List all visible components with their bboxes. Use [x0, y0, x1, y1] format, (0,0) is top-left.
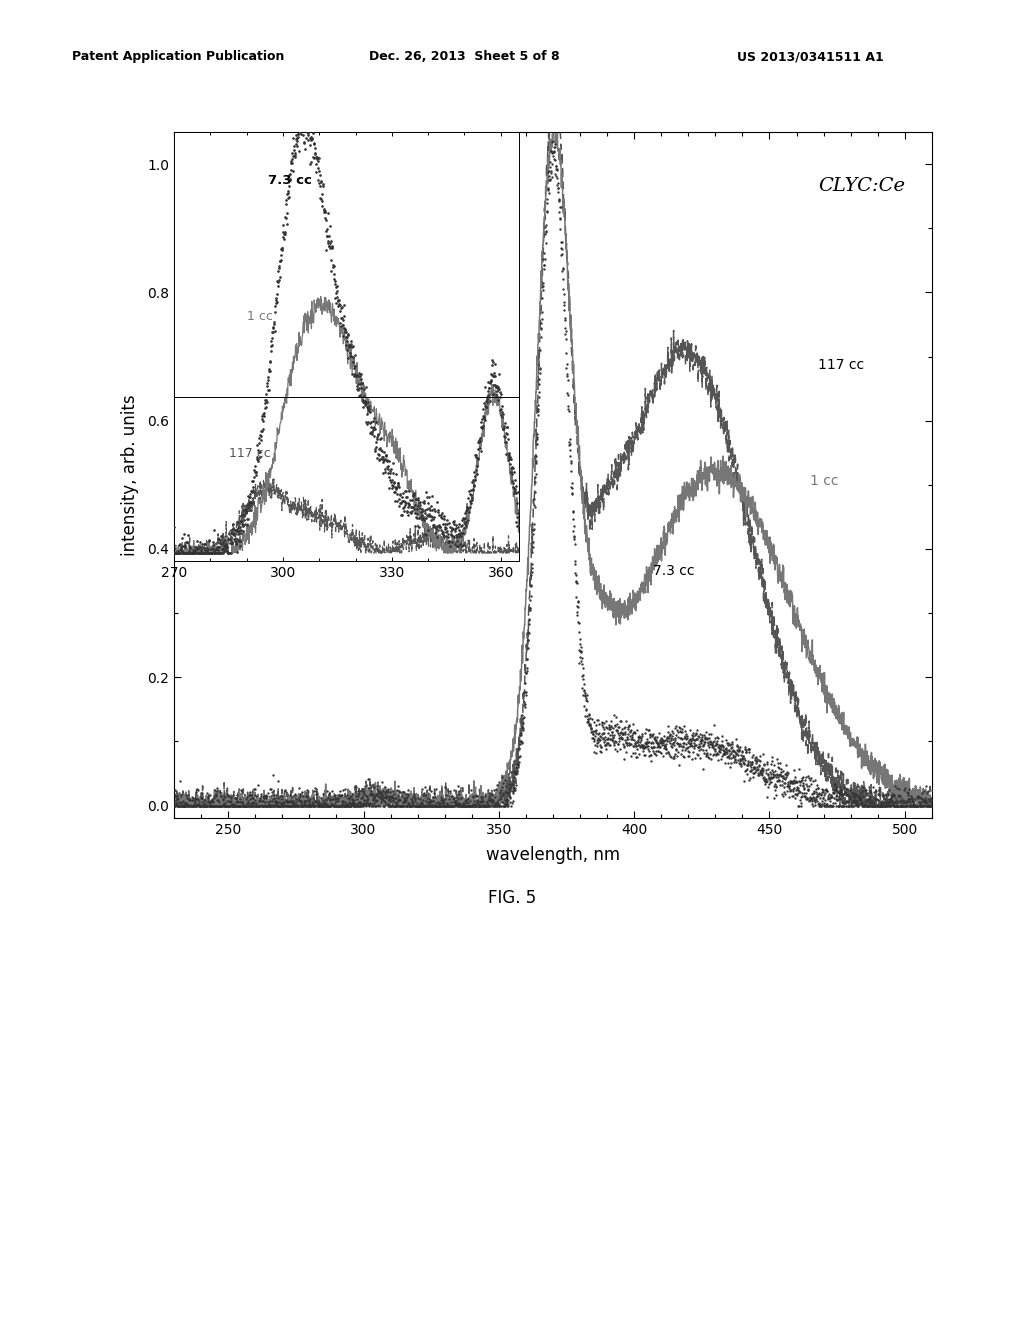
Text: FIG. 5: FIG. 5: [487, 888, 537, 907]
Text: CLYC:Ce: CLYC:Ce: [818, 177, 905, 195]
X-axis label: wavelength, nm: wavelength, nm: [486, 846, 620, 863]
Text: Patent Application Publication: Patent Application Publication: [72, 50, 284, 63]
Text: 7.3 cc: 7.3 cc: [653, 564, 694, 578]
Text: Dec. 26, 2013  Sheet 5 of 8: Dec. 26, 2013 Sheet 5 of 8: [369, 50, 559, 63]
Y-axis label: intensity, arb. units: intensity, arb. units: [121, 395, 139, 556]
Text: US 2013/0341511 A1: US 2013/0341511 A1: [737, 50, 884, 63]
Text: 1 cc: 1 cc: [810, 474, 839, 488]
Text: 117 cc: 117 cc: [818, 358, 864, 372]
